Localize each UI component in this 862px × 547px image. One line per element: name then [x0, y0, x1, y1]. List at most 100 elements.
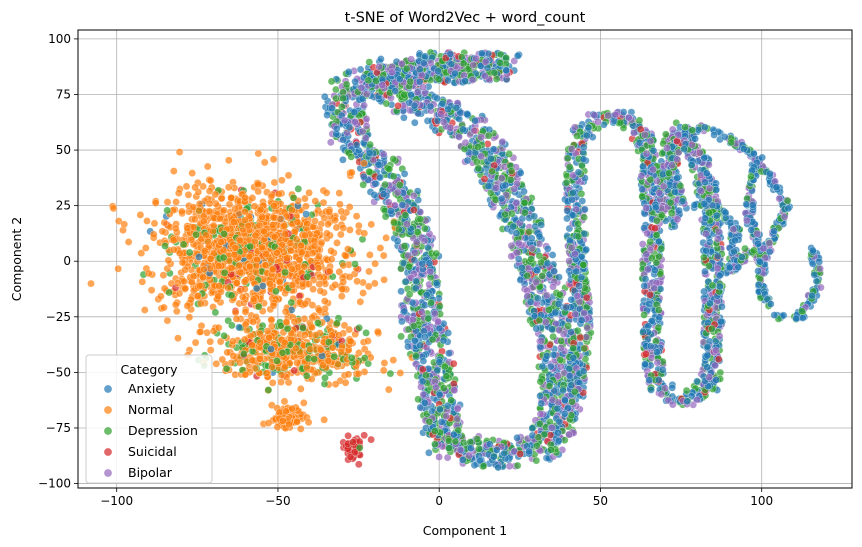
scatter-point-normal: [380, 359, 389, 367]
scatter-point-normal: [175, 249, 184, 257]
scatter-point-normal: [254, 149, 263, 158]
scatter-point-normal: [206, 176, 215, 185]
scatter-point-normal: [217, 194, 226, 203]
scatter-point-anxiety: [810, 270, 819, 279]
scatter-point-normal: [356, 297, 365, 306]
scatter-point-normal: [278, 176, 286, 185]
scatter-point-anxiety: [393, 237, 402, 245]
scatter-point-depression: [366, 140, 374, 149]
scatter-point-normal: [254, 187, 263, 196]
scatter-point-normal: [183, 302, 192, 310]
scatter-point-depression: [264, 386, 273, 394]
scatter-point-normal: [151, 199, 160, 207]
scatter-point-normal: [241, 308, 250, 316]
scatter-point-normal: [164, 256, 173, 265]
scatter-point-normal: [240, 285, 249, 294]
scatter-point-anxiety: [528, 424, 537, 433]
scatter-point-normal: [396, 369, 405, 377]
scatter-point-anxiety: [400, 113, 408, 122]
scatter-point-bipolar: [565, 257, 573, 265]
scatter-point-anxiety: [463, 110, 471, 118]
scatter-point-depression: [294, 185, 303, 193]
scatter-point-depression: [532, 456, 541, 465]
scatter-point-anxiety: [425, 448, 433, 457]
scatter-point-normal: [196, 327, 205, 336]
scatter-point-normal: [248, 356, 257, 365]
scatter-point-normal: [163, 198, 172, 206]
scatter-point-normal: [337, 292, 346, 301]
scatter-point-depression: [568, 397, 576, 406]
scatter-point-normal: [360, 229, 369, 238]
scatter-point-normal: [335, 268, 344, 276]
scatter-point-bipolar: [357, 84, 366, 92]
scatter-point-normal: [299, 399, 308, 407]
scatter-point-normal: [379, 251, 388, 260]
scatter-point-normal: [172, 307, 181, 316]
scatter-point-normal: [365, 267, 373, 276]
scatter-point-depression: [682, 386, 691, 395]
scatter-point-normal: [240, 277, 249, 286]
scatter-point-normal: [269, 155, 278, 164]
scatter-point-normal: [270, 178, 279, 187]
scatter-point-normal: [171, 300, 180, 309]
scatter-point-depression: [646, 237, 655, 246]
scatter-point-normal: [137, 249, 146, 257]
scatter-point-depression: [397, 332, 405, 341]
scatter-point-anxiety: [812, 277, 821, 286]
scatter-point-depression: [289, 193, 298, 202]
scatter-point-depression: [386, 369, 395, 378]
scatter-point-normal: [143, 217, 151, 225]
scatter-point-normal: [302, 202, 310, 210]
scatter-point-normal: [172, 198, 180, 206]
scatter-point-normal: [205, 187, 214, 195]
scatter-point-depression: [165, 288, 173, 297]
scatter-points: [87, 48, 825, 472]
scatter-point-normal: [373, 327, 382, 336]
scatter-point-normal: [359, 289, 367, 297]
scatter-point-normal: [300, 262, 309, 271]
scatter-point-normal: [224, 156, 233, 165]
scatter-point-normal: [366, 251, 374, 259]
scatter-point-anxiety: [655, 237, 663, 246]
scatter-point-normal: [268, 378, 277, 387]
scatter-point-normal: [346, 226, 354, 234]
scatter-point-depression: [525, 227, 534, 236]
scatter-point-normal: [184, 190, 193, 199]
scatter-point-bipolar: [542, 318, 550, 326]
scatter-point-anxiety: [302, 210, 310, 218]
scatter-point-normal: [141, 244, 150, 252]
scatter-point-normal: [337, 230, 345, 239]
scatter-point-normal: [169, 167, 178, 175]
scatter-point-anxiety: [581, 205, 589, 214]
scatter-point-anxiety: [701, 123, 709, 131]
scatter-point-normal: [331, 280, 340, 289]
scatter-point-depression: [381, 212, 390, 221]
scatter-point-normal: [191, 338, 200, 347]
scatter-point-depression: [565, 163, 574, 171]
scatter-point-suicidal: [354, 460, 363, 469]
scatter-point-normal: [389, 356, 398, 364]
scatter-point-bipolar: [326, 138, 335, 147]
scatter-point-normal: [320, 297, 329, 305]
scatter-point-depression: [389, 155, 398, 163]
scatter-point-normal: [339, 278, 348, 286]
scatter-point-normal: [254, 180, 262, 189]
scatter-point-anxiety: [433, 366, 442, 375]
scatter-point-depression: [501, 210, 509, 219]
scatter-point-normal: [384, 385, 393, 394]
scatter-point-normal: [188, 169, 196, 177]
scatter-point-normal: [159, 271, 168, 280]
scatter-point-depression: [435, 302, 444, 310]
scatter-point-anxiety: [397, 287, 405, 296]
scatter-point-normal: [163, 316, 172, 325]
scatter-point-normal: [236, 358, 244, 367]
scatter-point-normal: [335, 189, 344, 197]
scatter-point-normal: [382, 234, 390, 242]
scatter-point-normal: [376, 244, 385, 252]
scatter-point-normal: [181, 284, 190, 293]
scatter-point-anxiety: [547, 362, 555, 371]
scatter-point-normal: [315, 280, 324, 288]
scatter-point-normal: [114, 264, 122, 273]
scatter-point-normal: [380, 275, 388, 284]
